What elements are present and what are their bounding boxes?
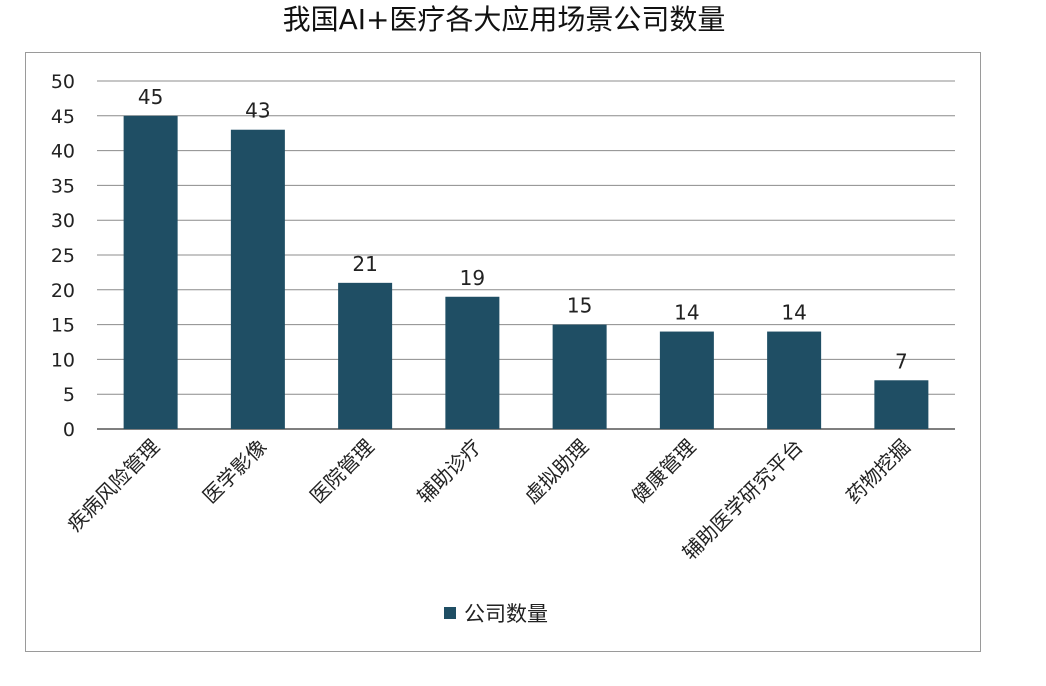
data-label: 19 [460, 266, 485, 290]
y-tick-label: 45 [51, 106, 75, 128]
data-label: 14 [781, 301, 806, 325]
x-category-label: 医学影像 [198, 435, 272, 509]
y-axis-tick-labels: 0 5 10 15 20 25 30 35 40 45 50 [51, 71, 75, 441]
bar [874, 380, 929, 429]
x-category-label: 药物挖掘 [841, 435, 915, 509]
x-category-label: 健康管理 [627, 435, 701, 509]
y-tick-label: 20 [51, 280, 75, 302]
y-tick-label: 40 [51, 141, 75, 163]
x-category-label: 医院管理 [305, 435, 379, 509]
y-tick-label: 50 [51, 71, 75, 93]
bar [338, 282, 393, 429]
data-label: 15 [567, 294, 592, 318]
bar [445, 296, 500, 429]
legend-swatch [444, 607, 456, 619]
y-tick-label: 25 [51, 245, 75, 267]
data-label: 14 [674, 301, 699, 325]
data-label: 45 [138, 85, 163, 109]
chart-frame [25, 52, 981, 652]
x-category-label: 辅助诊疗 [412, 435, 486, 509]
legend-label: 公司数量 [464, 602, 548, 626]
y-tick-label: 5 [63, 384, 75, 406]
y-tick-label: 0 [63, 419, 75, 441]
legend: 公司数量 [444, 598, 548, 628]
grid-lines [97, 80, 955, 430]
x-category-label: 虚拟助理 [520, 435, 594, 509]
bar [123, 115, 178, 430]
y-tick-label: 10 [51, 349, 75, 371]
x-category-label: 疾病风险管理 [62, 435, 164, 537]
chart-title: 我国AI+医疗各大应用场景公司数量 [282, 3, 726, 36]
y-tick-label: 35 [51, 175, 75, 197]
bar [552, 324, 607, 429]
data-label: 7 [895, 349, 908, 373]
bar [230, 129, 285, 429]
y-tick-label: 30 [51, 210, 75, 232]
data-labels: 45 43 21 19 15 14 14 7 [138, 85, 908, 373]
y-tick-label: 15 [51, 315, 75, 337]
bar [659, 331, 714, 429]
bars [123, 115, 929, 430]
data-label: 43 [245, 99, 270, 123]
data-label: 21 [352, 252, 377, 276]
bar [767, 331, 822, 429]
